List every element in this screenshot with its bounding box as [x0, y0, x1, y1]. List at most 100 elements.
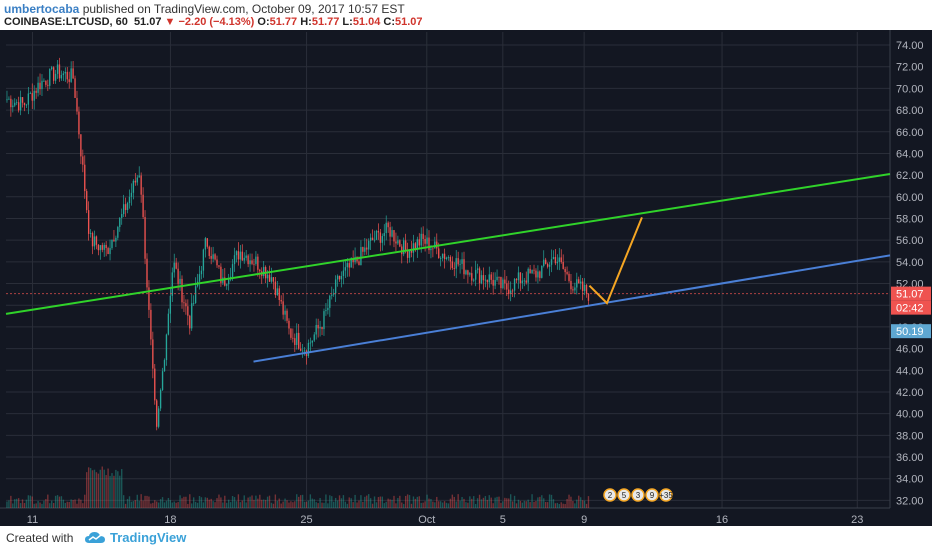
volume-bar [541, 495, 543, 508]
candle-body [397, 240, 399, 244]
volume-bar [356, 502, 358, 508]
candle-body [506, 283, 508, 290]
volume-bar [286, 500, 288, 508]
candle-body [41, 80, 43, 90]
candle-body [76, 97, 78, 112]
volume-bar [128, 496, 131, 508]
candle-body [537, 271, 539, 278]
candle-body [72, 68, 74, 79]
candle-body [66, 71, 68, 80]
volume-bar [101, 466, 103, 508]
volume-bar [403, 503, 405, 508]
candle-body [389, 227, 391, 237]
volume-bar [494, 497, 496, 508]
created-with-text: Created with [6, 531, 74, 545]
volume-bar [436, 496, 438, 508]
candle-body [299, 348, 302, 351]
y-tick-label: 54.00 [896, 257, 924, 269]
candle-body [552, 257, 555, 260]
volume-bar [196, 502, 199, 508]
candle-body [235, 251, 238, 256]
candle-body [399, 240, 401, 247]
candle-body [426, 237, 428, 244]
candle-body [286, 310, 288, 321]
candle-body [148, 287, 150, 310]
volume-bar [480, 499, 483, 508]
candle-body [226, 284, 228, 286]
candle-body [467, 270, 469, 275]
volume-bar [399, 495, 401, 508]
volume-bar [89, 468, 92, 508]
volume-bar [264, 499, 267, 508]
author-link[interactable]: umbertocaba [4, 2, 80, 16]
candle-body [346, 263, 348, 268]
volume-bar [259, 494, 261, 508]
candle-body [342, 270, 345, 276]
volume-bar [323, 502, 325, 508]
candle-body [70, 68, 72, 82]
candle-body [412, 243, 415, 253]
candle-body [47, 84, 49, 86]
high-label: H: [300, 16, 312, 28]
candle-body [292, 337, 294, 339]
volume-bar [459, 500, 461, 508]
volume-bar [64, 502, 66, 508]
price-chart[interactable]: 74.00 72.00 70.00 68.00 66.00 64.00 62.00 60.00… [0, 30, 932, 526]
volume-bar [268, 495, 271, 508]
candle-body [29, 93, 31, 94]
candle-body [338, 275, 341, 280]
candle-body [82, 156, 84, 165]
volume-bar [531, 494, 533, 508]
volume-bar [76, 503, 78, 508]
candle-body [39, 82, 41, 90]
candle-body [303, 350, 306, 352]
volume-bar [163, 502, 166, 508]
candle-body [494, 280, 496, 286]
volume-bar [303, 501, 306, 508]
candle-body [488, 274, 490, 283]
candle-body [366, 247, 368, 250]
candle-body [504, 279, 506, 284]
candle-body [574, 287, 576, 291]
candle-body [570, 280, 572, 290]
volume-bar [161, 497, 164, 508]
volume-bar [564, 503, 566, 508]
volume-bar [333, 501, 335, 508]
chart-header: umbertocaba published on TradingView.com… [0, 0, 932, 30]
y-tick-label: 36.00 [896, 452, 924, 464]
volume-bar [338, 495, 341, 508]
volume-bar [482, 497, 485, 508]
candle-body [8, 98, 10, 100]
candle-body [142, 194, 144, 218]
volume-bar [375, 502, 378, 508]
candle-body [21, 97, 24, 103]
candle-body [393, 230, 395, 242]
candle-body [457, 258, 459, 265]
volume-bar [334, 497, 337, 508]
candle-body [198, 274, 201, 282]
volume-bar [10, 495, 12, 508]
candle-body [140, 175, 142, 195]
candle-body [233, 255, 236, 265]
volume-bar [344, 501, 347, 508]
candle-body [373, 239, 376, 241]
volume-bar [138, 500, 140, 508]
event-badge [617, 488, 631, 502]
volume-bar [504, 497, 506, 508]
candle-body [109, 248, 111, 255]
volume-bar [387, 498, 389, 508]
candle-body [165, 334, 168, 361]
candle-body [169, 295, 172, 314]
chart-background [0, 30, 932, 526]
candle-body [294, 338, 296, 345]
candle-body [441, 253, 444, 258]
candle-body [562, 262, 564, 269]
volume-bar [294, 501, 296, 508]
open-value: 51.77 [269, 16, 298, 28]
close-value: 51.07 [395, 16, 423, 28]
tradingview-brand[interactable]: TradingView [84, 529, 186, 545]
volume-bar [576, 499, 578, 508]
candle-body [119, 217, 121, 228]
volume-bar [278, 498, 280, 508]
volume-bar [414, 498, 417, 508]
